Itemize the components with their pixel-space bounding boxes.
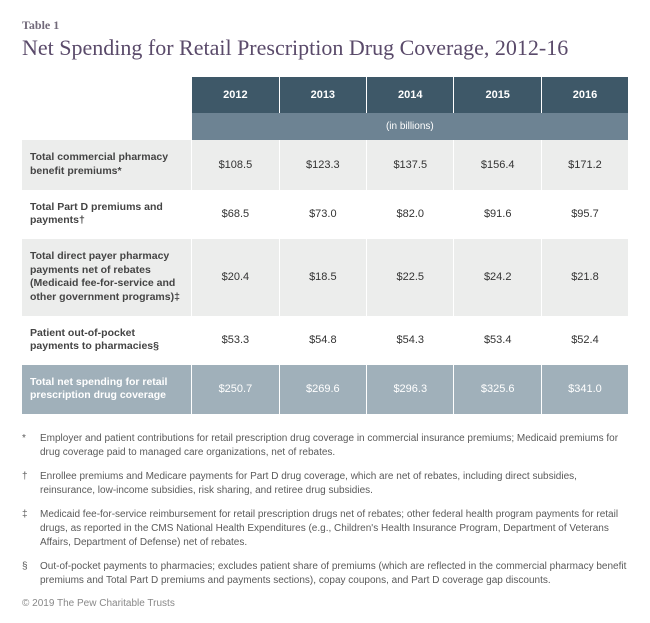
footnote: †Enrollee premiums and Medicare payments…	[22, 470, 628, 498]
cell-value: $341.0	[541, 365, 628, 414]
cell-value: $296.3	[367, 365, 454, 414]
cell-value: $325.6	[454, 365, 541, 414]
cell-value: $91.6	[454, 190, 541, 239]
row-label: Patient out-of-pocket payments to pharma…	[22, 316, 192, 365]
cell-value: $54.3	[367, 316, 454, 365]
year-header: 2016	[541, 77, 628, 113]
cell-value: $156.4	[454, 140, 541, 189]
cell-value: $52.4	[541, 316, 628, 365]
footnote-symbol: §	[22, 560, 40, 588]
table-body: Total commercial pharmacy benefit premiu…	[22, 140, 628, 414]
copyright: © 2019 The Pew Charitable Trusts	[22, 598, 628, 609]
cell-value: $20.4	[192, 239, 279, 316]
cell-value: $123.3	[279, 140, 366, 189]
cell-value: $53.4	[454, 316, 541, 365]
row-label: Total commercial pharmacy benefit premiu…	[22, 140, 192, 189]
footnote-text: Out-of-pocket payments to pharmacies; ex…	[40, 560, 628, 588]
units-label: (in billions)	[192, 113, 628, 140]
table-row: Total Part D premiums and payments†$68.5…	[22, 190, 628, 239]
header-spacer	[22, 77, 192, 113]
cell-value: $21.8	[541, 239, 628, 316]
cell-value: $171.2	[541, 140, 628, 189]
row-label: Total direct payer pharmacy payments net…	[22, 239, 192, 316]
cell-value: $73.0	[279, 190, 366, 239]
cell-value: $82.0	[367, 190, 454, 239]
year-header: 2014	[367, 77, 454, 113]
year-header: 2013	[279, 77, 366, 113]
footnote-symbol: †	[22, 470, 40, 498]
footnote: ‡Medicaid fee-for-service reimbursement …	[22, 508, 628, 550]
table-row: Total net spending for retail prescripti…	[22, 365, 628, 414]
row-label: Total Part D premiums and payments†	[22, 190, 192, 239]
cell-value: $22.5	[367, 239, 454, 316]
cell-value: $54.8	[279, 316, 366, 365]
cell-value: $68.5	[192, 190, 279, 239]
year-header: 2012	[192, 77, 279, 113]
cell-value: $18.5	[279, 239, 366, 316]
cell-value: $269.6	[279, 365, 366, 414]
footnotes: *Employer and patient contributions for …	[22, 432, 628, 588]
table-label: Table 1	[22, 18, 628, 33]
page-title: Net Spending for Retail Prescription Dru…	[22, 35, 628, 61]
footnote: §Out-of-pocket payments to pharmacies; e…	[22, 560, 628, 588]
footnote-symbol: *	[22, 432, 40, 460]
cell-value: $108.5	[192, 140, 279, 189]
footnote-text: Medicaid fee-for-service reimbursement f…	[40, 508, 628, 550]
footnote-text: Employer and patient contributions for r…	[40, 432, 628, 460]
cell-value: $250.7	[192, 365, 279, 414]
spending-table: 20122013201420152016 (in billions) Total…	[22, 77, 628, 414]
footnote-text: Enrollee premiums and Medicare payments …	[40, 470, 628, 498]
header-row: 20122013201420152016	[22, 77, 628, 113]
cell-value: $95.7	[541, 190, 628, 239]
footnote-symbol: ‡	[22, 508, 40, 550]
year-header: 2015	[454, 77, 541, 113]
table-row: Total direct payer pharmacy payments net…	[22, 239, 628, 316]
units-spacer	[22, 113, 192, 140]
footnote: *Employer and patient contributions for …	[22, 432, 628, 460]
row-label: Total net spending for retail prescripti…	[22, 365, 192, 414]
cell-value: $53.3	[192, 316, 279, 365]
table-row: Total commercial pharmacy benefit premiu…	[22, 140, 628, 189]
units-row: (in billions)	[22, 113, 628, 140]
table-row: Patient out-of-pocket payments to pharma…	[22, 316, 628, 365]
cell-value: $137.5	[367, 140, 454, 189]
cell-value: $24.2	[454, 239, 541, 316]
